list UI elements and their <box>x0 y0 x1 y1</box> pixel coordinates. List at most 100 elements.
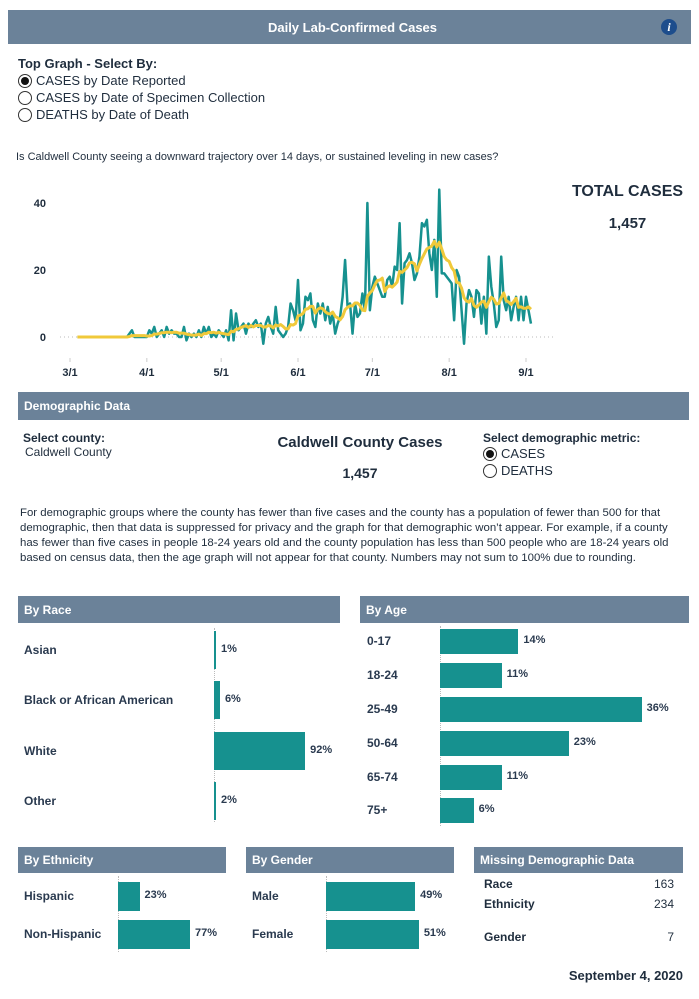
radio[interactable] <box>18 107 32 122</box>
bar-value-label: 49% <box>420 889 443 901</box>
bar-value-label: 1% <box>221 643 237 655</box>
bar <box>440 730 569 756</box>
daily-cases-chart: 3/1 4/1 5/1 6/1 7/1 8/1 9/1 0 20 40 <box>34 188 555 379</box>
bar-value-label: 92% <box>310 744 333 756</box>
county-cases-title: Caldwell County Cases <box>277 434 443 451</box>
gender-header: By Gender <box>246 847 454 873</box>
page-header: Daily Lab-Confirmed Cases i <box>8 10 691 44</box>
missing-label: Race <box>484 877 513 891</box>
bar-category-label: 0-17 <box>367 634 392 648</box>
option-label: CASES by Date of Specimen Collection <box>36 90 266 105</box>
county-label: Select county: <box>23 431 106 445</box>
county-value[interactable]: Caldwell County <box>25 445 112 459</box>
bar <box>440 628 519 654</box>
race-header: By Race <box>18 596 340 623</box>
bar-category-label: 75+ <box>367 803 388 817</box>
missing-value: 7 <box>667 930 674 944</box>
top-graph-selector: Top Graph - Select By: CASES by Date Rep… <box>18 56 265 123</box>
info-icon[interactable]: i <box>661 19 677 35</box>
section-title: Missing Demographic Data <box>480 853 635 867</box>
option-cases-specimen[interactable]: CASES by Date of Specimen Collection <box>18 89 265 106</box>
bar-axis <box>118 876 119 952</box>
y-tick-label: 20 <box>34 265 46 277</box>
page-title: Daily Lab-Confirmed Cases <box>267 19 438 35</box>
bar-category-label: 18-24 <box>367 668 398 682</box>
bar-category-label: 25-49 <box>367 702 398 716</box>
bar-value-label: 6% <box>224 693 241 705</box>
bar-category-label: Asian <box>24 643 57 657</box>
bar-value-label: 36% <box>646 702 669 714</box>
section-title: Demographic Data <box>24 399 131 413</box>
bar-value-label: 6% <box>478 803 495 815</box>
radio[interactable] <box>18 90 32 105</box>
radio-selected[interactable] <box>18 73 32 88</box>
y-tick-label: 40 <box>34 198 46 210</box>
x-tick-label: 8/1 <box>442 367 457 379</box>
bar-value-label: 51% <box>423 927 446 939</box>
missing-value: 234 <box>653 897 674 911</box>
section-title: By Race <box>24 602 72 617</box>
bar <box>214 631 216 669</box>
total-cases-label: TOTAL CASES <box>571 183 684 200</box>
bar-value-label: 14% <box>523 634 546 646</box>
radio[interactable] <box>483 463 497 478</box>
metric-deaths[interactable]: DEATHS <box>483 462 640 479</box>
bar-category-label: Black or African American <box>24 693 174 707</box>
x-tick-label: 9/1 <box>518 367 533 379</box>
report-date: September 4, 2020 <box>568 968 683 983</box>
metric-cases[interactable]: CASES <box>483 445 640 462</box>
missing-label: Ethnicity <box>484 897 535 911</box>
suppression-note: For demographic groups where the county … <box>20 507 669 564</box>
bar-axis <box>214 628 215 822</box>
moving-average-line <box>77 239 532 339</box>
bar-category-label: 50-64 <box>367 736 398 750</box>
x-tick-label: 5/1 <box>214 367 229 379</box>
bar-value-label: 11% <box>506 668 529 680</box>
total-cases-value: 1,457 <box>608 215 647 232</box>
x-tick-label: 4/1 <box>139 367 154 379</box>
bar-value-label: 11% <box>506 770 529 782</box>
bar <box>440 662 502 688</box>
demographic-header: Demographic Data <box>18 392 689 420</box>
bar-axis <box>440 626 441 826</box>
section-title: By Gender <box>252 853 313 867</box>
bar <box>214 732 306 770</box>
daily-cases-line <box>77 188 533 345</box>
bar <box>118 919 190 949</box>
ethnicity-header: By Ethnicity <box>18 847 226 873</box>
x-tick-label: 3/1 <box>62 367 77 379</box>
missing-row: Ethnicity 234 <box>484 897 674 930</box>
missing-row: Gender 7 <box>484 930 674 944</box>
bar <box>214 681 220 719</box>
section-title: By Age <box>366 602 407 617</box>
county-select[interactable]: Select county: Caldwell County <box>23 431 112 459</box>
bar-category-label: 65-74 <box>367 770 398 784</box>
bar-value-label: 23% <box>144 889 167 901</box>
y-tick-label: 0 <box>40 332 46 344</box>
selector-label: Top Graph - Select By: <box>18 56 158 71</box>
bar-category-label: Male <box>252 889 279 903</box>
option-cases-reported[interactable]: CASES by Date Reported <box>18 72 265 89</box>
bar <box>214 782 216 820</box>
bar-category-label: Hispanic <box>24 889 75 903</box>
bar <box>326 881 416 911</box>
option-deaths[interactable]: DEATHS by Date of Death <box>18 106 265 123</box>
age-header: By Age <box>360 596 689 623</box>
bar <box>440 764 502 790</box>
total-cases: TOTAL CASES 1,457 <box>560 183 695 232</box>
missing-table: Race 163 Ethnicity 234 Gender 7 <box>484 877 674 944</box>
bar-category-label: White <box>24 744 57 758</box>
bar <box>118 881 140 911</box>
option-label: CASES <box>501 446 546 461</box>
missing-header: Missing Demographic Data <box>474 847 683 873</box>
trajectory-question: Is Caldwell County seeing a downward tra… <box>16 151 499 163</box>
bar <box>440 696 642 722</box>
bar-value-label: 23% <box>573 736 596 748</box>
missing-label: Gender <box>484 930 527 944</box>
bar-category-label: Other <box>24 794 57 808</box>
bar-value-label: 77% <box>194 927 218 939</box>
radio-selected[interactable] <box>483 446 497 461</box>
option-label: CASES by Date Reported <box>36 73 186 88</box>
bar <box>440 797 474 823</box>
metric-select: Select demographic metric: CASES DEATHS <box>483 431 640 479</box>
